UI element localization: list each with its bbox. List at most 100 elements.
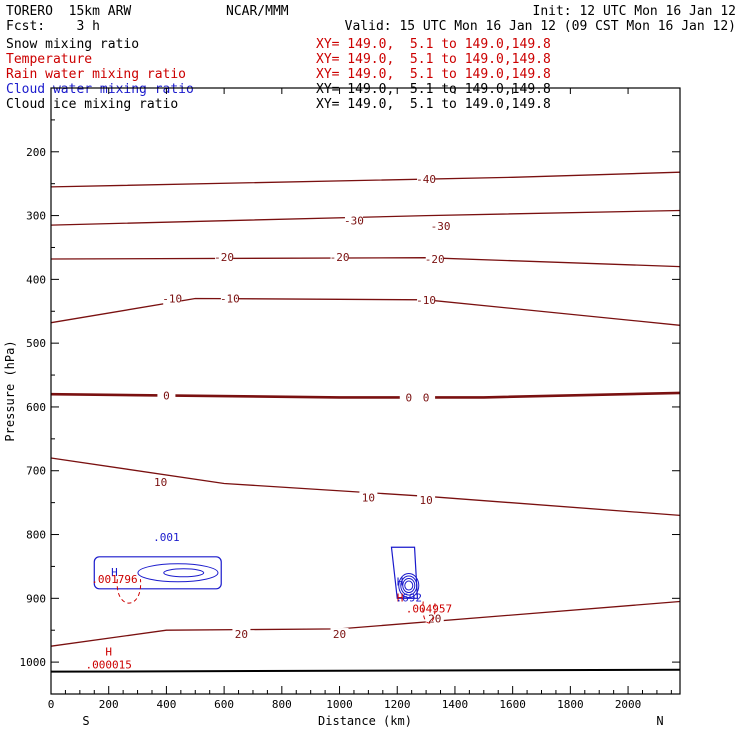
- x-tick-label: 1800: [557, 698, 584, 711]
- isotherm-label-bg: [151, 476, 170, 489]
- ground-line: [50, 668, 681, 673]
- south-label: S: [82, 714, 89, 728]
- isotherm-label-bg: [220, 292, 239, 305]
- isotherm-label-bg: [344, 214, 363, 227]
- isotherm-label-bg: [330, 251, 349, 264]
- rain-water-contour: [116, 579, 141, 604]
- legend-xy-snow: XY= 149.0, 5.1 to 149.0,149.8: [316, 37, 551, 52]
- contour-annotation: H: [105, 646, 112, 659]
- isotherm-label-bg: [431, 219, 450, 232]
- x-tick-label: 0: [48, 698, 55, 711]
- isotherm-label: 10: [362, 492, 375, 505]
- contour-annotation: H: [397, 576, 404, 589]
- model-title: TORERO 15km ARW: [6, 4, 132, 19]
- isotherm-label: 0: [405, 391, 412, 404]
- y-tick-label: 600: [26, 401, 46, 414]
- x-tick-label: 600: [214, 698, 234, 711]
- legend-label-cloud-water: Cloud water mixing ratio: [6, 82, 194, 97]
- isotherm-line: [50, 600, 681, 647]
- plot-frame: [50, 87, 681, 695]
- contour-annotation: .001796: [91, 573, 137, 586]
- x-tick-label: 800: [272, 698, 292, 711]
- north-label: N: [656, 714, 663, 728]
- legend-xy-cloud-water: XY= 149.0, 5.1 to 149.0,149.8: [316, 82, 551, 97]
- y-tick-label: 900: [26, 592, 46, 605]
- isotherm-label: 10: [154, 476, 167, 489]
- x-tick-label: 1600: [499, 698, 526, 711]
- y-tick-label: 700: [26, 465, 46, 478]
- isotherm-label-bg: [399, 391, 418, 404]
- isotherm-label: 20: [333, 628, 346, 641]
- y-tick-label: 500: [26, 337, 46, 350]
- legend-label-rain: Rain water mixing ratio: [6, 67, 187, 82]
- isotherm-label: -20: [425, 253, 445, 266]
- isotherm-line: [50, 171, 681, 188]
- isotherm-label-bg: [215, 251, 234, 264]
- x-tick-label: 2000: [615, 698, 642, 711]
- isotherm-label-bg: [157, 389, 176, 402]
- isotherm-line: [50, 209, 681, 226]
- cloud-water-contour: [163, 568, 205, 578]
- isotherm-label-bg: [425, 252, 444, 265]
- isotherm-label-bg: [417, 293, 436, 306]
- isotherm-label: -10: [162, 293, 182, 306]
- legend-label-cloud-ice: Cloud ice mixing ratio: [6, 97, 179, 112]
- y-tick-label: 1000: [20, 656, 47, 669]
- x-tick-label: 1400: [442, 698, 469, 711]
- legend-label-snow: Snow mixing ratio: [6, 37, 140, 52]
- isotherm-label: 0: [163, 389, 170, 402]
- isotherm-label: -10: [220, 293, 240, 306]
- isotherm-label: -20: [214, 251, 234, 264]
- center-title: NCAR/MMM: [226, 4, 289, 19]
- legend-xy-cloud-ice: XY= 149.0, 5.1 to 149.0,149.8: [316, 97, 551, 112]
- legend-label-temperature: Temperature: [6, 52, 93, 67]
- isotherm-label-bg: [417, 173, 436, 186]
- x-tick-label: 1000: [326, 698, 353, 711]
- contour-annotation: .000015: [86, 658, 132, 671]
- isotherm-label: -40: [416, 173, 436, 186]
- isotherm-line: [50, 457, 681, 517]
- cloud-water-contour: [398, 573, 420, 599]
- cloud-water-contour: [390, 546, 419, 599]
- cloud-water-contour: [93, 556, 222, 590]
- contour-annotation: .001: [153, 531, 180, 544]
- cloud-water-contour: [404, 580, 414, 591]
- isotherm-line: [50, 257, 681, 268]
- y-tick-label: 300: [26, 210, 46, 223]
- init-time: Init: 12 UTC Mon 16 Jan 12: [532, 4, 737, 19]
- isotherm-label: -30: [344, 215, 364, 228]
- x-axis-title: Distance (km): [318, 714, 412, 728]
- contour-annotation: .692: [396, 592, 423, 605]
- cloud-water-contour: [402, 578, 416, 594]
- isotherm-line: [50, 391, 681, 399]
- x-tick-label: 400: [156, 698, 176, 711]
- isotherm-label: 0: [423, 391, 430, 404]
- y-axis-title: Pressure (hPa): [3, 340, 17, 441]
- x-tick-label: 1200: [384, 698, 411, 711]
- isotherm-label-bg: [232, 628, 251, 641]
- cloud-water-contour: [137, 563, 219, 583]
- rain-water-contour: [422, 601, 436, 624]
- forecast-hour: Fcst: 3 h: [6, 19, 100, 34]
- x-tick-label: 200: [99, 698, 119, 711]
- isotherm-label-bg: [330, 628, 349, 641]
- y-tick-label: 400: [26, 273, 46, 286]
- legend-xy-temperature: XY= 149.0, 5.1 to 149.0,149.8: [316, 52, 551, 67]
- contour-annotation: .004957: [406, 602, 452, 615]
- valid-time: Valid: 15 UTC Mon 16 Jan 12 (09 CST Mon …: [344, 19, 736, 34]
- y-tick-label: 200: [26, 146, 46, 159]
- isotherm-label-bg: [417, 391, 436, 404]
- isotherm-label: 10: [419, 494, 432, 507]
- isotherm-label: 20: [428, 613, 441, 626]
- cloud-water-contour: [400, 575, 418, 596]
- isotherm-line: [50, 297, 681, 326]
- isotherm-label-bg: [425, 612, 444, 625]
- y-tick-label: 800: [26, 529, 46, 542]
- isotherm-label: 20: [235, 628, 248, 641]
- isotherm-label: -20: [330, 251, 350, 264]
- contour-annotation: H: [111, 566, 118, 579]
- isotherm-label-bg: [417, 494, 436, 507]
- isotherm-label: -10: [416, 294, 436, 307]
- contour-annotation: H: [397, 592, 404, 605]
